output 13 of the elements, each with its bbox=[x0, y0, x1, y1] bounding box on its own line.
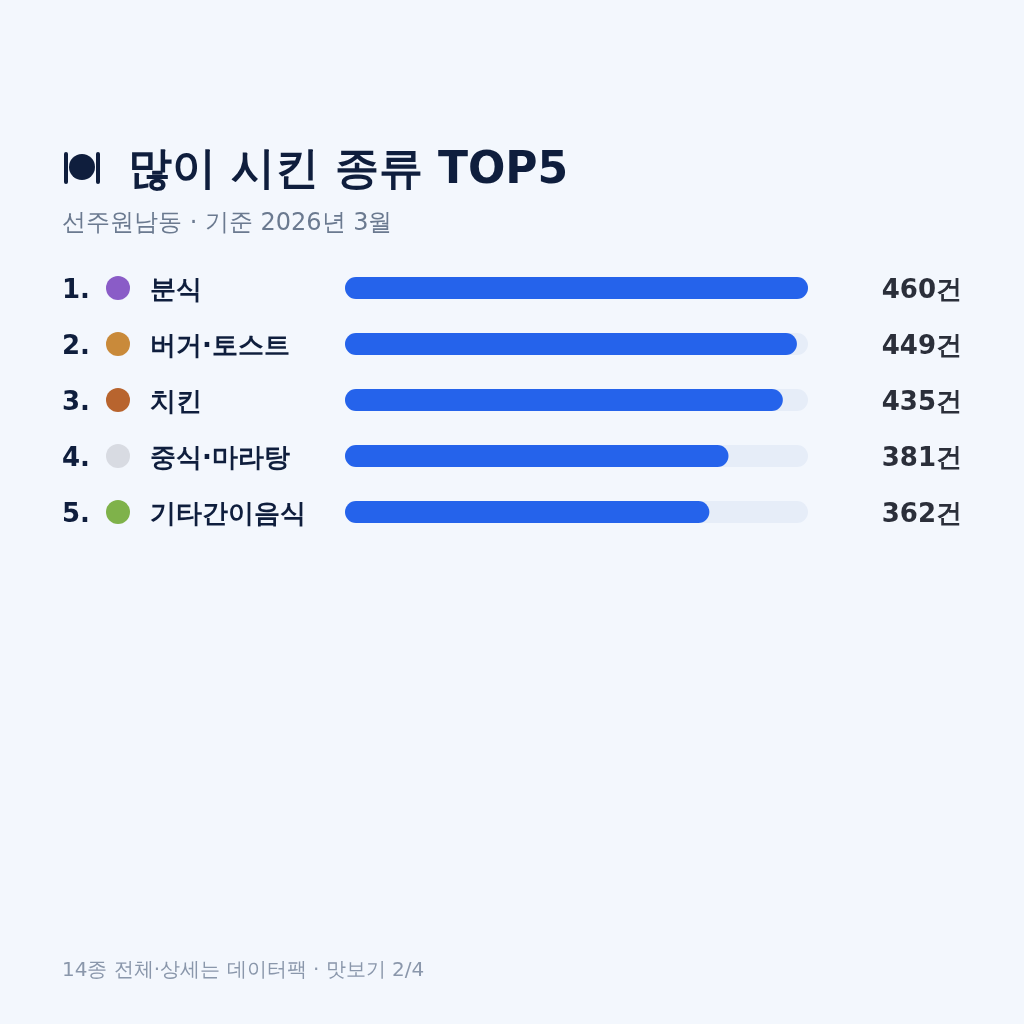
chart-title: 많이 시킨 종류 TOP5 bbox=[128, 142, 569, 193]
category-label: 3. 치킨 bbox=[62, 386, 202, 416]
data-label: 435건 bbox=[881, 386, 962, 416]
category-label: 5. 기타간이음식 bbox=[62, 498, 306, 528]
data-label: 460건 bbox=[881, 274, 962, 304]
category-label: 2. 버거·토스트 bbox=[62, 330, 290, 360]
data-label: 449건 bbox=[881, 330, 962, 360]
category-label: 1. 분식 bbox=[62, 274, 202, 304]
category-label: 4. 중식·마라탕 bbox=[62, 442, 290, 472]
text: 14종 전체·상세는 데이터팩 · 맛보기 2/4 bbox=[62, 957, 425, 981]
data-label: 362건 bbox=[881, 498, 962, 528]
data-label: 381건 bbox=[881, 442, 962, 472]
chart-subtitle: 선주원남동 · 기준 2026년 3월 bbox=[62, 208, 393, 236]
